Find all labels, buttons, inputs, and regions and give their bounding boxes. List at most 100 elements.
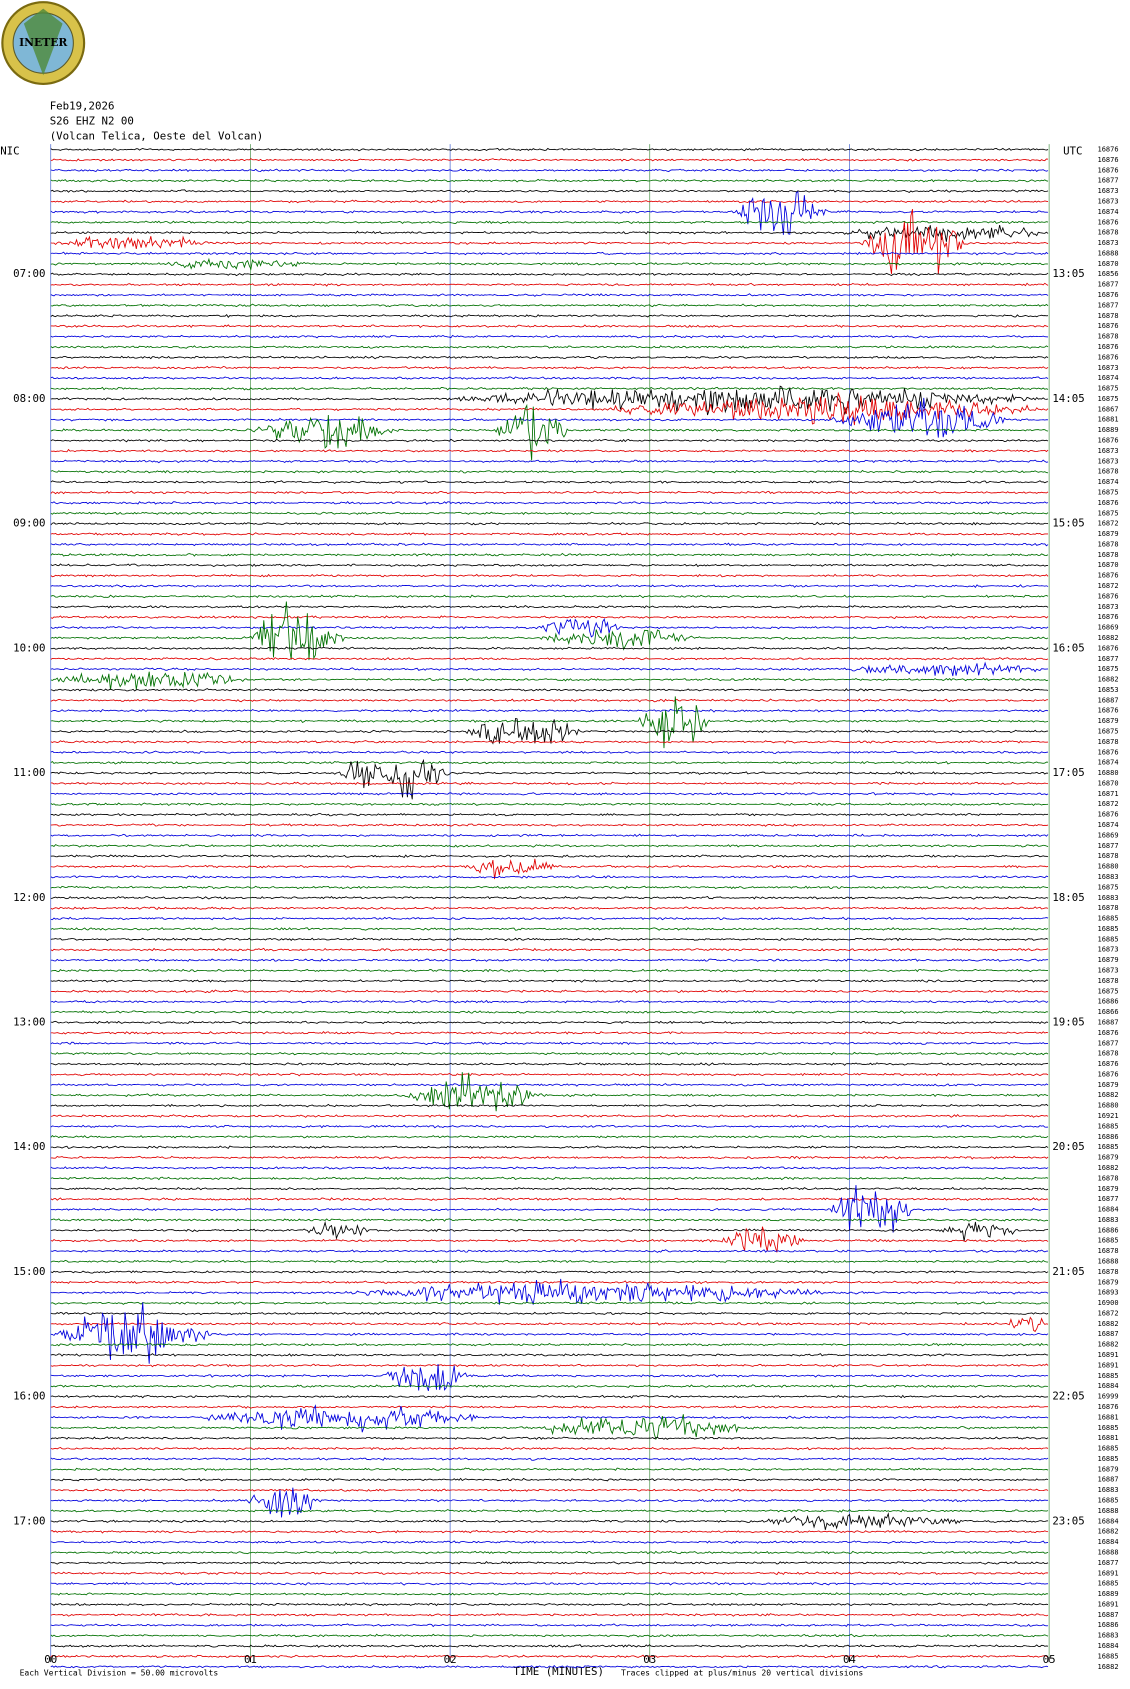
trace xyxy=(50,1259,1049,1264)
trace xyxy=(50,282,1049,287)
trace-value: 16856 xyxy=(1098,270,1119,278)
trace xyxy=(50,1446,1049,1451)
trace xyxy=(50,927,1049,931)
trace xyxy=(50,858,1049,880)
trace-value: 16878 xyxy=(1098,1268,1119,1276)
trace-value: 16881 xyxy=(1098,1434,1119,1442)
trace xyxy=(50,688,1049,692)
trace-value: 16877 xyxy=(1098,655,1119,663)
trace-value: 16880 xyxy=(1098,1102,1119,1110)
trace xyxy=(50,584,1049,588)
trace xyxy=(50,1302,1049,1364)
trace xyxy=(50,708,1049,713)
trace xyxy=(50,303,1049,308)
trace xyxy=(50,968,1049,973)
trace xyxy=(50,1405,1049,1409)
trace xyxy=(50,1135,1049,1139)
trace-value: 16878 xyxy=(1098,551,1119,559)
trace-value: 16875 xyxy=(1098,987,1119,995)
right-time: 21:05 xyxy=(1052,1265,1084,1278)
trace xyxy=(50,854,1049,859)
trace-value: 16882 xyxy=(1098,1164,1119,1172)
trace-value: 16889 xyxy=(1098,1590,1119,1598)
left-time: 07:00 xyxy=(13,267,45,280)
trace-value: 16877 xyxy=(1098,1195,1119,1203)
trace-value: 16875 xyxy=(1098,665,1119,673)
trace xyxy=(50,355,1049,360)
trace-value: 16900 xyxy=(1098,1299,1119,1307)
trace xyxy=(50,1278,1049,1305)
trace xyxy=(50,1581,1049,1586)
trace xyxy=(50,403,1049,461)
trace-value: 16872 xyxy=(1098,582,1119,590)
trace-value: 16888 xyxy=(1098,249,1119,257)
trace xyxy=(50,1316,1049,1333)
trace-value: 16877 xyxy=(1098,1039,1119,1047)
trace xyxy=(50,1301,1049,1305)
trace xyxy=(50,1477,1049,1482)
trace xyxy=(50,313,1049,318)
x-tick-label: 01 xyxy=(244,1653,257,1666)
trace xyxy=(50,999,1049,1004)
trace xyxy=(50,1457,1049,1461)
trace xyxy=(50,334,1049,339)
trace-value: 16885 xyxy=(1098,935,1119,943)
x-axis-label: TIME (MINUTES) xyxy=(513,1665,604,1678)
left-time: 17:00 xyxy=(13,1514,45,1527)
trace xyxy=(50,385,1049,416)
trace xyxy=(50,698,1049,703)
scale-note: Each Vertical Division = 50.00 microvolt… xyxy=(20,1668,219,1677)
trace xyxy=(50,272,1049,277)
trace-value: 16873 xyxy=(1098,603,1119,611)
trace xyxy=(50,1197,1049,1202)
trace-value: 16874 xyxy=(1098,478,1119,486)
trace xyxy=(50,1218,1049,1222)
trace xyxy=(50,469,1049,474)
trace-value: 16889 xyxy=(1098,426,1119,434)
trace xyxy=(50,1436,1049,1441)
trace-value: 16891 xyxy=(1098,1361,1119,1369)
trace xyxy=(50,781,1049,786)
trace-value: 16999 xyxy=(1098,1393,1119,1401)
right-time: 16:05 xyxy=(1052,641,1084,654)
trace-value: 16879 xyxy=(1098,956,1119,964)
trace-value: 16885 xyxy=(1098,1372,1119,1380)
trace-value: 16880 xyxy=(1098,863,1119,871)
right-time: 13:05 xyxy=(1052,267,1084,280)
trace xyxy=(50,542,1049,547)
trace-value: 16878 xyxy=(1098,1050,1119,1058)
trace-value: 16884 xyxy=(1098,1517,1119,1525)
trace-value: 16879 xyxy=(1098,1154,1119,1162)
trace-value: 16876 xyxy=(1098,1029,1119,1037)
trace-value: 16876 xyxy=(1098,707,1119,715)
trace xyxy=(50,1613,1049,1617)
trace xyxy=(50,1633,1049,1638)
trace xyxy=(50,501,1049,505)
trace xyxy=(50,1020,1049,1025)
trace xyxy=(50,1561,1049,1565)
trace-value: 16873 xyxy=(1098,197,1119,205)
trace-value: 16888 xyxy=(1098,1258,1119,1266)
trace xyxy=(50,740,1049,744)
trace xyxy=(50,573,1049,578)
trace xyxy=(50,760,1049,765)
left-time: 09:00 xyxy=(13,517,45,530)
left-time: 13:00 xyxy=(13,1015,45,1028)
trace xyxy=(50,1186,1049,1191)
trace xyxy=(50,1394,1049,1399)
trace xyxy=(50,1550,1049,1555)
trace-value: 16877 xyxy=(1098,177,1119,185)
trace xyxy=(50,1280,1049,1285)
trace-value: 16888 xyxy=(1098,1507,1119,1515)
trace-value: 16885 xyxy=(1098,1580,1119,1588)
trace-value: 16853 xyxy=(1098,686,1119,694)
trace xyxy=(50,792,1049,796)
trace-value: 16887 xyxy=(1098,1018,1119,1026)
trace-value: 16872 xyxy=(1098,800,1119,808)
trace-value: 16885 xyxy=(1098,1122,1119,1130)
trace-value: 16876 xyxy=(1098,156,1119,164)
trace xyxy=(50,823,1049,827)
trace-value: 16874 xyxy=(1098,208,1119,216)
trace-value: 16878 xyxy=(1098,852,1119,860)
